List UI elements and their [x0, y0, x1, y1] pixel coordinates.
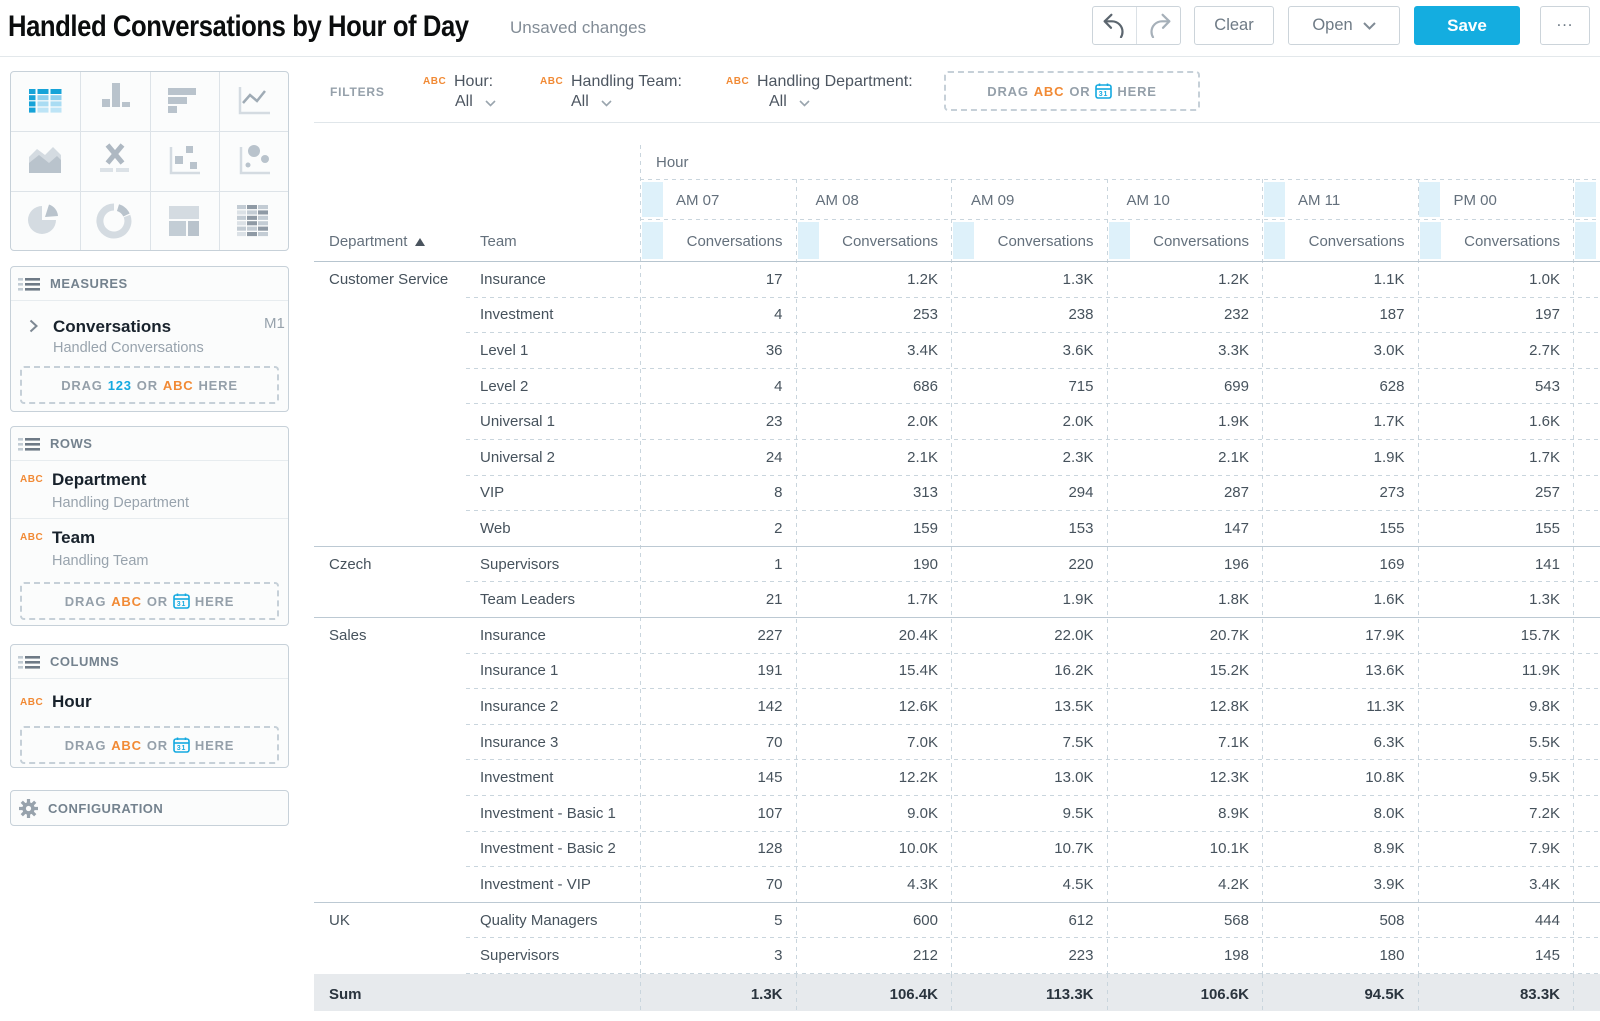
svg-text:31: 31 [1099, 91, 1108, 98]
svg-text:31: 31 [177, 745, 186, 752]
svg-text:31: 31 [177, 601, 186, 608]
